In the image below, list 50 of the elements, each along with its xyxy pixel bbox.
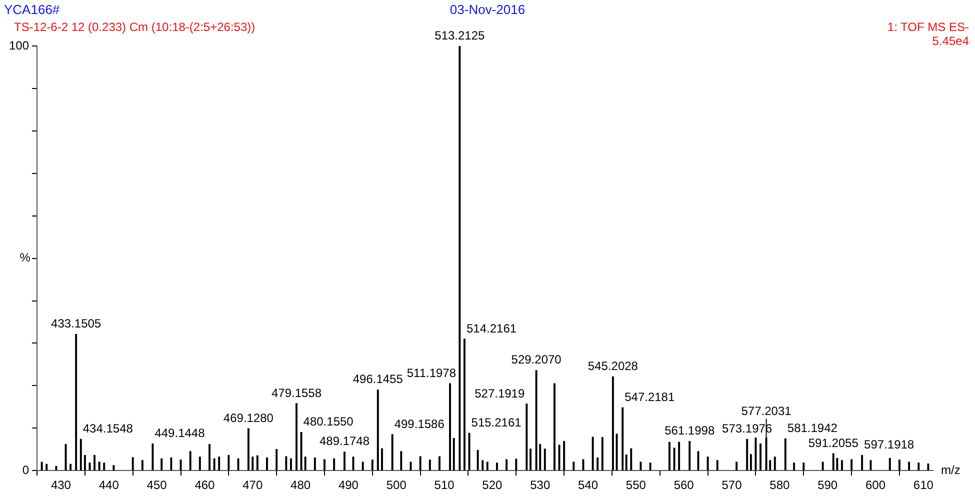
- annotation: 496.1455: [352, 372, 404, 386]
- x-tick-label: 520: [482, 478, 503, 492]
- annotation: 529.2070: [511, 352, 562, 367]
- annotation: 547.2181: [624, 390, 675, 404]
- x-tick-label: 450: [146, 478, 168, 492]
- text: TS-12-6-2 12 (0.233) Cm (10:18-(2:5+26:53)): [14, 20, 256, 34]
- annotation: 545.2028: [588, 359, 638, 374]
- x-tick-label: 530: [530, 478, 550, 492]
- annotation: 489.1748: [319, 434, 370, 448]
- x-tick-label: 540: [578, 478, 598, 492]
- x-tick-label: 590: [818, 478, 838, 492]
- x-tick-label: 490: [338, 478, 359, 492]
- annotation: 499.1586: [394, 416, 445, 431]
- x-tick-label: 480: [290, 478, 311, 492]
- annotation: 511.1978: [406, 366, 456, 380]
- x-axis-title: m/z: [941, 462, 960, 477]
- annotation: 5.45e4: [932, 34, 969, 48]
- annotation: 479.1558: [271, 386, 322, 400]
- x-tick-label: 570: [722, 478, 742, 492]
- x-tick-label: 460: [194, 478, 216, 492]
- annotation: 527.1919: [474, 386, 525, 400]
- annotation: 469.1280: [223, 410, 274, 425]
- annotation: 513.2125: [434, 28, 486, 42]
- chart-title: YCA166#: [4, 2, 60, 17]
- annotation: 433.1505: [51, 316, 102, 331]
- x-tick-label: 430: [50, 478, 72, 492]
- text: 1: TOF MS ES-: [887, 20, 969, 34]
- y-axis-title: %: [20, 250, 31, 265]
- annotation: 581.1942: [787, 421, 838, 436]
- annotation: 577.2031: [741, 404, 792, 418]
- text: 03-Nov-2016: [450, 2, 526, 17]
- x-tick-label: 440: [98, 478, 120, 492]
- annotation: 434.1548: [82, 421, 134, 436]
- y-tick-label: 0: [22, 462, 30, 477]
- annotation: 480.1550: [303, 414, 354, 429]
- y-tick-label: 100: [8, 38, 30, 52]
- annotation: 591.2055: [808, 436, 859, 450]
- annotation: 515.2161: [471, 416, 522, 430]
- x-tick-label: 500: [386, 478, 407, 492]
- x-tick-label: 470: [242, 478, 263, 492]
- x-tick-label: 600: [865, 478, 886, 492]
- x-tick-label: 610: [913, 478, 934, 492]
- x-tick-label: 560: [674, 478, 694, 492]
- annotation: 514.2161: [466, 321, 517, 336]
- x-tick-label: 580: [770, 478, 790, 492]
- annotation: 449.1448: [154, 426, 206, 440]
- annotation: 597.1918: [864, 438, 914, 452]
- annotation: 561.1998: [664, 424, 715, 438]
- x-tick-label: 550: [626, 478, 646, 492]
- x-tick-label: 510: [434, 478, 455, 492]
